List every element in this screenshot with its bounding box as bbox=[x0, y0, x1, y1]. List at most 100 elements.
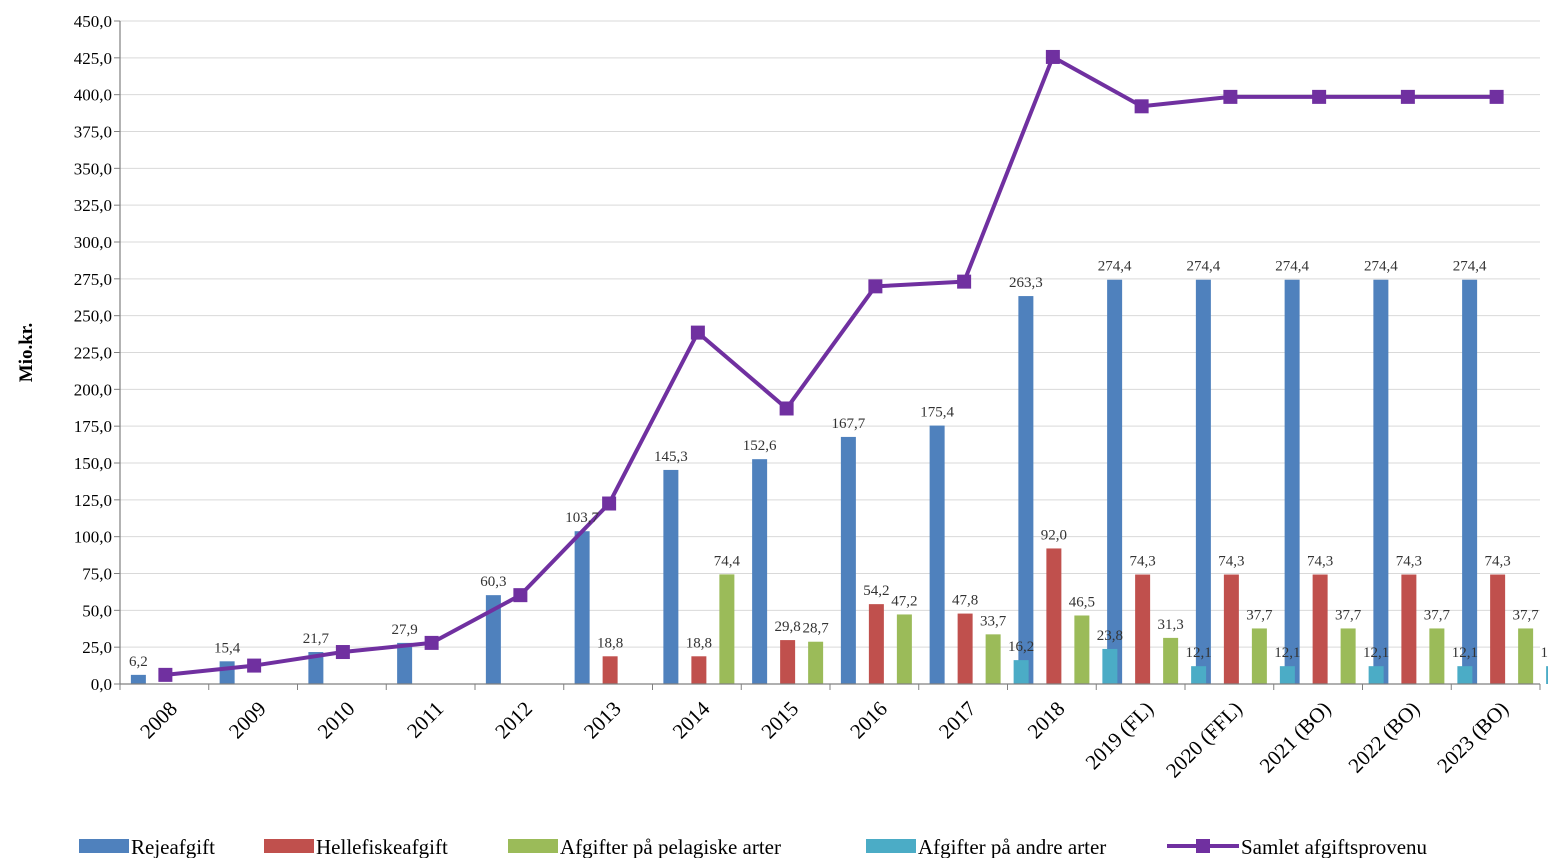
y-tick-label: 250,0 bbox=[74, 307, 112, 326]
y-tick-label: 325,0 bbox=[74, 196, 112, 215]
data-label: 103,7 bbox=[565, 510, 599, 526]
y-tick-label: 375,0 bbox=[74, 123, 112, 142]
bar bbox=[1373, 279, 1389, 684]
bar-series bbox=[130, 279, 1548, 684]
bar bbox=[574, 531, 590, 684]
y-tick-label: 100,0 bbox=[74, 528, 112, 547]
line-marker bbox=[1489, 89, 1504, 104]
data-label: 152,6 bbox=[743, 438, 777, 454]
bar bbox=[602, 656, 618, 684]
data-label: 274,4 bbox=[1187, 259, 1221, 275]
line-marker bbox=[424, 635, 439, 650]
bar bbox=[1107, 279, 1123, 684]
bar bbox=[1368, 666, 1384, 684]
bar bbox=[1046, 548, 1062, 684]
line-marker bbox=[1045, 49, 1060, 64]
gridlines bbox=[120, 20, 1540, 648]
bar bbox=[1429, 628, 1445, 684]
data-label: 37,7 bbox=[1513, 607, 1540, 623]
bar bbox=[691, 656, 707, 684]
bar bbox=[1546, 666, 1548, 684]
legend-label: Samlet afgiftsprovenu bbox=[1241, 835, 1428, 858]
line-marker bbox=[779, 401, 794, 416]
data-label: 74,3 bbox=[1396, 554, 1422, 570]
bar bbox=[219, 661, 235, 684]
x-tick-label: 2021 (BO) bbox=[1255, 697, 1336, 778]
x-tick-label: 2018 bbox=[1023, 697, 1070, 744]
bar bbox=[985, 634, 1001, 684]
bar bbox=[1013, 660, 1029, 684]
bar bbox=[1195, 279, 1211, 684]
x-tick-label: 2012 bbox=[490, 697, 537, 744]
y-tick-label: 25,0 bbox=[82, 638, 112, 657]
bar bbox=[397, 642, 413, 684]
data-label: 74,3 bbox=[1130, 554, 1156, 570]
x-tick-label: 2011 bbox=[402, 697, 448, 743]
data-label: 15,4 bbox=[214, 640, 241, 656]
x-tick-label: 2009 bbox=[224, 697, 271, 744]
data-label: 274,4 bbox=[1275, 259, 1309, 275]
y-axis-ticks: 0,0 25,0 50,0 75,0 100,0 125,0 150,0 175,0 200,0… bbox=[74, 12, 120, 694]
bar bbox=[1074, 615, 1090, 684]
line-marker bbox=[602, 496, 617, 511]
line-marker bbox=[1312, 89, 1327, 104]
line-path bbox=[165, 54, 1497, 677]
y-axis-label: Mio.kr. bbox=[16, 323, 37, 382]
bar bbox=[929, 425, 945, 684]
data-labels: 6,2 15,4 21,7 27,9 60,3 103,7 145,3 152,6 167,7 1… bbox=[129, 259, 1548, 670]
data-label: 29,8 bbox=[775, 619, 801, 635]
data-label: 60,3 bbox=[480, 574, 506, 590]
data-label: 16,2 bbox=[1008, 639, 1034, 655]
data-label: 274,4 bbox=[1098, 259, 1132, 275]
line-marker bbox=[957, 274, 972, 289]
y-tick-label: 150,0 bbox=[74, 454, 112, 473]
x-tick-label: 2015 bbox=[756, 697, 803, 744]
x-tick-label: 2014 bbox=[668, 696, 715, 743]
legend-marker bbox=[1196, 839, 1210, 853]
data-label: 23,8 bbox=[1097, 628, 1123, 644]
bar bbox=[1457, 666, 1473, 684]
bar bbox=[1163, 637, 1179, 684]
line-series bbox=[158, 49, 1504, 682]
data-label: 92,0 bbox=[1041, 527, 1067, 543]
y-tick-label: 425,0 bbox=[74, 49, 112, 68]
x-tick-label: 2010 bbox=[313, 697, 360, 744]
data-label: 37,7 bbox=[1246, 607, 1273, 623]
bar bbox=[1191, 666, 1207, 684]
bar bbox=[1518, 628, 1534, 684]
data-label: 31,3 bbox=[1158, 617, 1184, 633]
line-marker bbox=[158, 667, 173, 682]
legend-swatch bbox=[79, 839, 129, 853]
bar bbox=[1401, 574, 1417, 684]
data-label: 12,1 bbox=[1363, 645, 1389, 661]
bar bbox=[485, 595, 501, 684]
data-label: 167,7 bbox=[832, 416, 866, 432]
data-label: 74,3 bbox=[1307, 554, 1333, 570]
line-marker bbox=[513, 588, 528, 603]
bar bbox=[1312, 574, 1328, 684]
data-label: 74,3 bbox=[1218, 554, 1244, 570]
line-marker bbox=[868, 279, 883, 294]
y-tick-label: 50,0 bbox=[82, 601, 112, 620]
data-label: 263,3 bbox=[1009, 275, 1043, 291]
y-tick-label: 0,0 bbox=[91, 675, 112, 694]
data-label: 47,2 bbox=[891, 593, 917, 609]
data-label: 33,7 bbox=[980, 613, 1007, 629]
data-label: 175,4 bbox=[920, 405, 954, 421]
data-label: 145,3 bbox=[654, 449, 688, 465]
legend-label: Afgifter på andre arter bbox=[918, 835, 1106, 858]
line-marker bbox=[1223, 89, 1238, 104]
y-tick-label: 75,0 bbox=[82, 565, 112, 584]
x-axis-ticks: 2008 2009 2010 2011 2012 2013 2014 2015 2016 2017… bbox=[119, 684, 1541, 782]
bar bbox=[752, 459, 768, 684]
bar bbox=[663, 469, 679, 684]
line-marker bbox=[690, 325, 705, 340]
bar bbox=[808, 641, 824, 684]
data-label: 274,4 bbox=[1364, 259, 1398, 275]
line-marker bbox=[247, 658, 262, 673]
data-label: 74,3 bbox=[1485, 554, 1511, 570]
x-tick-label: 2013 bbox=[579, 697, 626, 744]
legend-swatch bbox=[264, 839, 314, 853]
data-label: 37,7 bbox=[1335, 607, 1362, 623]
